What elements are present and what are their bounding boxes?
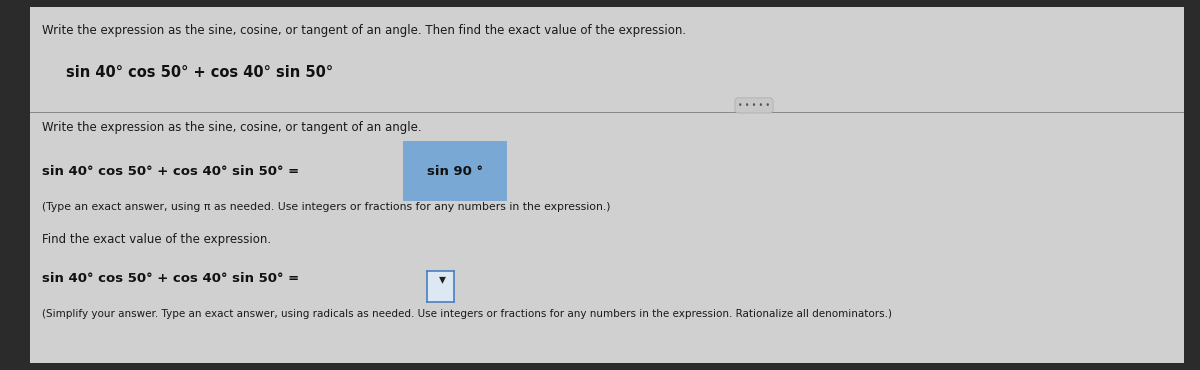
Text: sin 90 °: sin 90 °: [427, 165, 484, 178]
Text: • • • • •: • • • • •: [738, 101, 770, 110]
Text: sin 40° cos 50° + cos 40° sin 50°: sin 40° cos 50° + cos 40° sin 50°: [66, 65, 334, 80]
Text: sin 40° cos 50° + cos 40° sin 50° =: sin 40° cos 50° + cos 40° sin 50° =: [42, 165, 304, 178]
Text: Write the expression as the sine, cosine, or tangent of an angle.: Write the expression as the sine, cosine…: [42, 121, 421, 134]
Text: (Type an exact answer, using π as needed. Use integers or fractions for any numb: (Type an exact answer, using π as needed…: [42, 202, 611, 212]
Text: Find the exact value of the expression.: Find the exact value of the expression.: [42, 233, 271, 246]
Text: ▾: ▾: [439, 272, 446, 286]
Text: Write the expression as the sine, cosine, or tangent of an angle. Then find the : Write the expression as the sine, cosine…: [42, 24, 686, 37]
Text: (Simplify your answer. Type an exact answer, using radicals as needed. Use integ: (Simplify your answer. Type an exact ans…: [42, 309, 892, 319]
Text: sin 40° cos 50° + cos 40° sin 50° =: sin 40° cos 50° + cos 40° sin 50° =: [42, 272, 304, 285]
